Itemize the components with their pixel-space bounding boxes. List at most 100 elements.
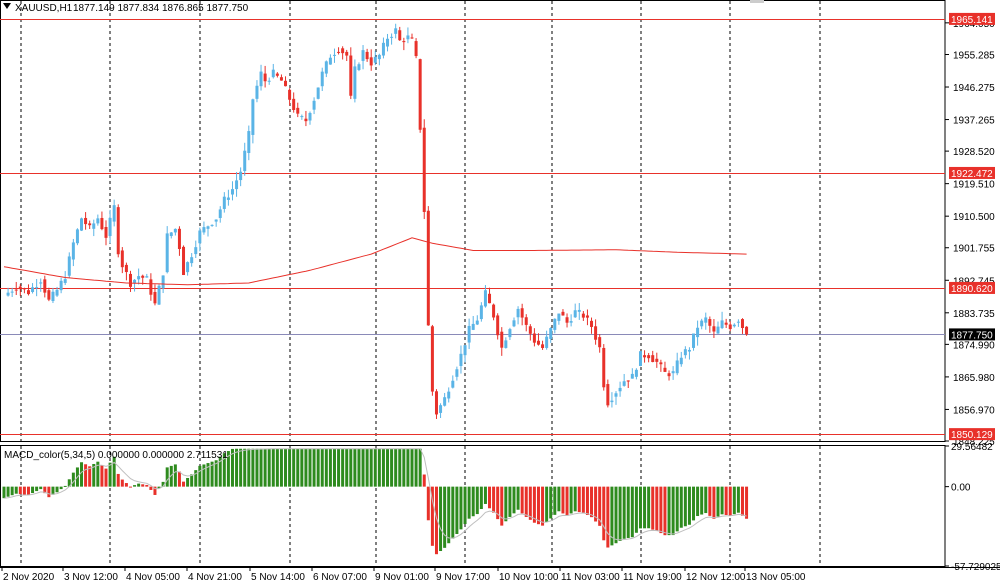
candle[interactable] [128,270,132,292]
candle[interactable] [524,314,528,332]
candle[interactable] [149,273,153,301]
candle[interactable] [275,72,279,78]
candle[interactable] [467,318,471,350]
candle[interactable] [439,403,443,419]
candle[interactable] [663,361,667,373]
candle[interactable] [337,47,341,55]
candle[interactable] [304,110,308,127]
candle[interactable] [112,199,116,227]
candle[interactable] [116,204,120,258]
candle[interactable] [647,352,651,363]
candle[interactable] [651,350,655,363]
candle[interactable] [598,334,602,353]
candle[interactable] [67,252,71,278]
candle[interactable] [536,333,540,346]
candle[interactable] [369,49,373,71]
candle[interactable] [634,368,638,380]
candle[interactable] [683,346,687,359]
candle[interactable] [312,97,316,115]
candle[interactable] [104,220,108,246]
candle[interactable] [667,370,671,381]
candle[interactable] [614,391,618,405]
candle[interactable] [263,65,267,88]
candle[interactable] [532,328,536,347]
candle[interactable] [659,359,663,372]
candle[interactable] [173,228,177,236]
candle[interactable] [271,63,275,79]
candle[interactable] [51,287,55,304]
candle[interactable] [459,345,463,374]
candle[interactable] [35,279,39,297]
candle[interactable] [108,209,112,244]
candle[interactable] [565,313,569,328]
candle[interactable] [75,228,79,246]
candle[interactable] [39,278,43,292]
candle[interactable] [418,58,422,133]
candle[interactable] [410,33,414,39]
candle[interactable] [243,142,247,176]
candle[interactable] [332,48,336,63]
candle[interactable] [80,217,84,232]
candle[interactable] [463,345,467,363]
candle[interactable] [700,318,704,330]
candle[interactable] [177,226,181,256]
candle[interactable] [745,326,749,336]
collapse-arrow-icon[interactable] [3,3,11,9]
candle[interactable] [455,366,459,381]
candle[interactable] [96,214,100,226]
level-price-tag[interactable]: 1922.472 [949,166,995,180]
candle[interactable] [573,303,577,318]
candle[interactable] [308,111,312,125]
candle[interactable] [59,277,63,294]
candle[interactable] [300,114,304,120]
candle[interactable] [679,351,683,367]
candle[interactable] [255,80,259,103]
candle[interactable] [88,220,92,229]
candle[interactable] [638,351,642,367]
candle[interactable] [422,119,426,220]
candle[interactable] [488,287,492,304]
candle[interactable] [92,219,96,237]
candle[interactable] [610,392,614,408]
candle[interactable] [471,316,475,331]
candle[interactable] [561,309,565,316]
candle[interactable] [430,324,434,396]
candle[interactable] [479,302,483,322]
candle[interactable] [198,227,202,252]
candle[interactable] [247,125,251,161]
candle[interactable] [182,245,186,276]
candle[interactable] [696,320,700,346]
candle[interactable] [124,262,128,281]
candle[interactable] [341,46,345,60]
current-price-tag[interactable]: 1877.750 [949,328,995,341]
candle[interactable] [626,380,630,389]
candle[interactable] [14,281,18,296]
candle[interactable] [390,33,394,45]
candle[interactable] [398,26,402,41]
candle[interactable] [504,337,508,349]
candle[interactable] [222,192,226,213]
candle[interactable] [84,212,88,230]
candle[interactable] [357,62,361,72]
candle[interactable] [426,206,430,326]
candle[interactable] [716,321,720,334]
candle[interactable] [328,54,332,65]
candle[interactable] [165,226,169,274]
candle[interactable] [414,38,418,59]
candle[interactable] [512,317,516,328]
candle[interactable] [169,232,173,239]
candle[interactable] [100,211,104,231]
candle[interactable] [267,77,271,85]
candle[interactable] [353,59,357,103]
candle[interactable] [43,275,47,298]
candle[interactable] [553,318,557,334]
candle[interactable] [720,311,724,330]
candle[interactable] [687,347,691,360]
candle[interactable] [451,375,455,389]
candle[interactable] [569,314,573,327]
candle[interactable] [541,340,545,350]
candle[interactable] [324,60,328,78]
candle[interactable] [585,309,589,326]
